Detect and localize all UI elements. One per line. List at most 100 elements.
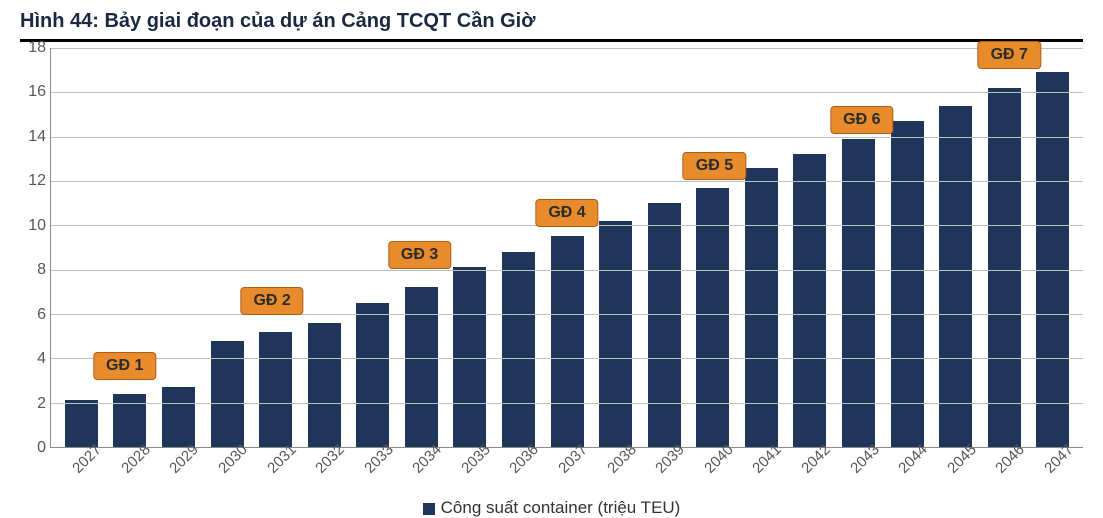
- bar: [308, 323, 341, 447]
- x-tick-label: 2044: [895, 441, 931, 477]
- x-label-slot: 2029: [154, 447, 203, 487]
- bar-slot: [689, 48, 738, 447]
- gridline: [51, 403, 1083, 404]
- bar: [405, 287, 438, 447]
- bar: [551, 236, 584, 447]
- x-tick-label: 2040: [701, 441, 737, 477]
- bar: [65, 400, 98, 447]
- bar: [599, 221, 632, 447]
- bar-slot: [543, 48, 592, 447]
- x-label-slot: 2046: [980, 447, 1029, 487]
- x-label-slot: 2027: [57, 447, 106, 487]
- x-tick-label: 2046: [992, 441, 1028, 477]
- bar-slot: [106, 48, 155, 447]
- x-tick-label: 2033: [361, 441, 397, 477]
- x-label-slot: 2041: [737, 447, 786, 487]
- phase-badge: GĐ 5: [683, 152, 746, 180]
- bar-slot: [494, 48, 543, 447]
- bar: [842, 139, 875, 447]
- y-tick-label: 16: [28, 83, 46, 101]
- bar: [162, 387, 195, 447]
- x-tick-label: 2038: [604, 441, 640, 477]
- phase-badge: GĐ 2: [240, 287, 303, 315]
- figure-title: Hình 44: Bảy giai đoạn của dự án Cảng TC…: [20, 10, 1083, 33]
- x-tick-label: 2037: [555, 441, 591, 477]
- bar-slot: [300, 48, 349, 447]
- bar-slot: [154, 48, 203, 447]
- legend: Công suất container (triệu TEU): [20, 498, 1083, 518]
- bar-slot: [737, 48, 786, 447]
- x-tick-label: 2047: [1041, 441, 1077, 477]
- bar-slot: [980, 48, 1029, 447]
- x-label-slot: 2036: [494, 447, 543, 487]
- x-tick-label: 2032: [312, 441, 348, 477]
- bar-series: [51, 48, 1083, 447]
- bar-slot: [1029, 48, 1078, 447]
- x-label-slot: 2034: [397, 447, 446, 487]
- x-tick-label: 2030: [215, 441, 251, 477]
- plot: 2027202820292030203120322033203420352036…: [50, 48, 1083, 448]
- plot-area: 024681012141618 202720282029203020312032…: [20, 48, 1083, 448]
- x-label-slot: 2035: [446, 447, 495, 487]
- y-tick-label: 2: [37, 395, 46, 413]
- bar-slot: [203, 48, 252, 447]
- bar: [453, 267, 486, 447]
- x-label-slot: 2031: [251, 447, 300, 487]
- bar-slot: [931, 48, 980, 447]
- x-tick-label: 2034: [410, 441, 446, 477]
- y-axis: 024681012141618: [20, 48, 50, 448]
- bar: [259, 332, 292, 447]
- x-tick-label: 2042: [798, 441, 834, 477]
- x-tick-label: 2045: [944, 441, 980, 477]
- bar-slot: [591, 48, 640, 447]
- x-label-slot: 2047: [1029, 447, 1078, 487]
- gridline: [51, 48, 1083, 49]
- bar: [988, 88, 1021, 447]
- bar-slot: [251, 48, 300, 447]
- phase-badge: GĐ 3: [388, 241, 451, 269]
- bar: [502, 252, 535, 447]
- title-bar: Hình 44: Bảy giai đoạn của dự án Cảng TC…: [20, 10, 1083, 42]
- x-label-slot: 2032: [300, 447, 349, 487]
- legend-swatch: [423, 503, 435, 515]
- x-tick-label: 2035: [458, 441, 494, 477]
- x-label-slot: 2044: [883, 447, 932, 487]
- y-tick-label: 8: [37, 261, 46, 279]
- phase-badge: GĐ 1: [93, 352, 156, 380]
- bar: [356, 303, 389, 447]
- bar-slot: [446, 48, 495, 447]
- y-tick-label: 12: [28, 172, 46, 190]
- x-label-slot: 2037: [543, 447, 592, 487]
- gridline: [51, 137, 1083, 138]
- bar: [745, 168, 778, 447]
- x-label-slot: 2038: [591, 447, 640, 487]
- phase-badge: GĐ 7: [978, 41, 1041, 69]
- y-tick-label: 18: [28, 39, 46, 57]
- x-label-slot: 2042: [786, 447, 835, 487]
- phase-badge: GĐ 4: [535, 199, 598, 227]
- x-tick-label: 2031: [264, 441, 300, 477]
- x-label-slot: 2040: [689, 447, 738, 487]
- x-label-slot: 2028: [106, 447, 155, 487]
- x-tick-label: 2041: [750, 441, 786, 477]
- x-label-slot: 2033: [348, 447, 397, 487]
- x-label-slot: 2045: [931, 447, 980, 487]
- y-tick-label: 4: [37, 350, 46, 368]
- bar-slot: [640, 48, 689, 447]
- bar: [891, 121, 924, 447]
- y-tick-label: 14: [28, 128, 46, 146]
- x-tick-label: 2043: [847, 441, 883, 477]
- gridline: [51, 181, 1083, 182]
- x-tick-label: 2027: [69, 441, 105, 477]
- bar: [211, 341, 244, 447]
- y-tick-label: 10: [28, 217, 46, 235]
- gridline: [51, 92, 1083, 93]
- x-label-slot: 2039: [640, 447, 689, 487]
- bar: [1036, 72, 1069, 447]
- x-tick-label: 2039: [652, 441, 688, 477]
- bar: [939, 106, 972, 447]
- bar: [696, 188, 729, 447]
- gridline: [51, 358, 1083, 359]
- x-tick-label: 2036: [507, 441, 543, 477]
- bar-slot: [57, 48, 106, 447]
